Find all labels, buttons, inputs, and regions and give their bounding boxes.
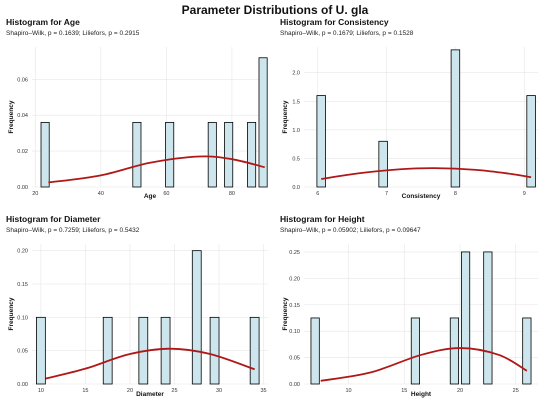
y-axis-label: Frequency	[282, 297, 289, 330]
x-tick-label: 25	[513, 388, 519, 394]
y-tick-label: 0.10	[17, 315, 28, 321]
y-tick-label: 0.05	[289, 356, 300, 362]
panel-title: Histogram for Age	[6, 17, 80, 27]
y-axis-label: Frequency	[8, 100, 15, 133]
histogram-bar	[258, 57, 268, 188]
histogram-bar	[410, 317, 421, 385]
panel-height: Histogram for Height Shapiro–Wilk, p = 0…	[280, 214, 544, 412]
histogram-bar	[207, 121, 217, 188]
x-axis-label: Age	[144, 193, 157, 200]
panel-title: Histogram for Consistency	[280, 17, 389, 27]
histogram-bar	[526, 95, 536, 188]
x-tick-label: 20	[32, 191, 38, 197]
density-curve	[45, 347, 255, 380]
histogram-bar	[209, 316, 220, 385]
histogram-bar	[224, 121, 234, 188]
x-tick-label: 10	[38, 388, 44, 394]
y-tick-label: 0.25	[289, 250, 300, 256]
y-tick-label: 0.02	[17, 149, 28, 155]
histogram-bar	[378, 140, 388, 188]
x-tick-label: 35	[260, 388, 266, 394]
histogram-bar	[460, 251, 471, 385]
y-tick-label: 0.20	[17, 249, 28, 255]
density-curve	[321, 167, 532, 180]
x-tick-label: 20	[127, 388, 133, 394]
histogram-bar	[449, 317, 460, 385]
histogram-bar	[160, 316, 171, 385]
x-tick-label: 30	[216, 388, 222, 394]
histogram-bar	[165, 121, 175, 188]
panel-title: Histogram for Diameter	[6, 214, 101, 224]
density-curve	[48, 155, 265, 184]
histogram-bar	[316, 95, 326, 188]
age-histogram: 0.00 0.02 0.04 0.06 20 40 60 80 Age Frequency	[8, 47, 268, 200]
y-tick-label: 1.0	[292, 128, 300, 134]
x-axis-label: Consistency	[402, 193, 441, 200]
histogram-bar	[191, 250, 202, 385]
y-tick-label: 0.5	[292, 156, 300, 162]
x-tick-label: 15	[82, 388, 88, 394]
x-tick-label: 8	[454, 191, 457, 197]
x-tick-label: 10	[346, 388, 352, 394]
y-tick-label: 0.10	[289, 329, 300, 335]
x-tick-label: 25	[171, 388, 177, 394]
y-tick-label: 0.00	[17, 382, 28, 388]
consistency-histogram: 0.0 0.5 1.0 1.5 2.0 6 7 8 9 Consistency Frequency	[282, 47, 538, 200]
histogram-bar	[40, 121, 50, 188]
panel-diameter: Histogram for Diameter Shapiro–Wilk, p =…	[6, 214, 276, 412]
panel-subtitle: Shapiro–Wilk, p = 0.7259; Liliefors, p =…	[6, 227, 140, 234]
panel-consistency: Histogram for Consistency Shapiro–Wilk, …	[280, 17, 544, 212]
x-tick-label: 7	[385, 191, 388, 197]
x-tick-label: 20	[457, 388, 463, 394]
height-histogram: 0.00 0.05 0.10 0.15 0.20 0.25 10 15 20 25 Height Fr…	[282, 244, 538, 398]
y-tick-label: 0.00	[289, 382, 300, 388]
diameter-histogram: 0.00 0.05 0.10 0.15 0.20 10 15 20 25 30 35 Diameter…	[8, 244, 268, 398]
x-axis-label: Diameter	[136, 391, 164, 398]
x-tick-label: 15	[401, 388, 407, 394]
y-tick-label: 0.15	[17, 282, 28, 288]
y-tick-label: 1.5	[292, 99, 300, 105]
histogram-bar	[249, 316, 260, 385]
x-tick-label: 40	[98, 191, 104, 197]
x-tick-label: 80	[229, 191, 235, 197]
y-tick-label: 0.00	[17, 185, 28, 191]
histogram-bar	[132, 121, 142, 188]
x-axis-label: Height	[411, 391, 432, 398]
histogram-bar	[483, 251, 493, 385]
x-tick-label: 60	[163, 191, 169, 197]
y-axis-label: Frequency	[282, 100, 289, 133]
page-title: Parameter Distributions of U. gla	[181, 3, 369, 17]
panel-age: Histogram for Age Shapiro–Wilk, p = 0.16…	[6, 17, 276, 212]
y-axis-label: Frequency	[8, 297, 15, 330]
histogram-bar	[310, 317, 320, 385]
y-tick-label: 0.04	[17, 113, 28, 119]
density-curve	[320, 347, 528, 382]
y-tick-label: 0.20	[289, 276, 300, 282]
panel-subtitle: Shapiro–Wilk, p = 0.1679; Liliefors, p =…	[280, 30, 414, 37]
histogram-bar	[450, 49, 461, 188]
histogram-bar	[522, 317, 532, 385]
y-tick-label: 0.05	[17, 349, 28, 355]
y-tick-label: 0.15	[289, 303, 300, 309]
y-tick-label: 0.06	[17, 77, 28, 83]
histogram-bar	[247, 121, 257, 188]
histogram-bar	[102, 316, 113, 385]
histogram-bar	[36, 316, 46, 385]
panel-subtitle: Shapiro–Wilk, p = 0.05902; Liliefors, p …	[280, 227, 421, 234]
y-tick-label: 2.0	[292, 71, 300, 77]
x-tick-label: 6	[316, 191, 319, 197]
panel-title: Histogram for Height	[280, 214, 365, 224]
x-tick-label: 9	[523, 191, 526, 197]
panel-subtitle: Shapiro–Wilk, p = 0.1639; Liliefors, p =…	[6, 30, 140, 37]
y-tick-label: 0.0	[292, 185, 300, 191]
